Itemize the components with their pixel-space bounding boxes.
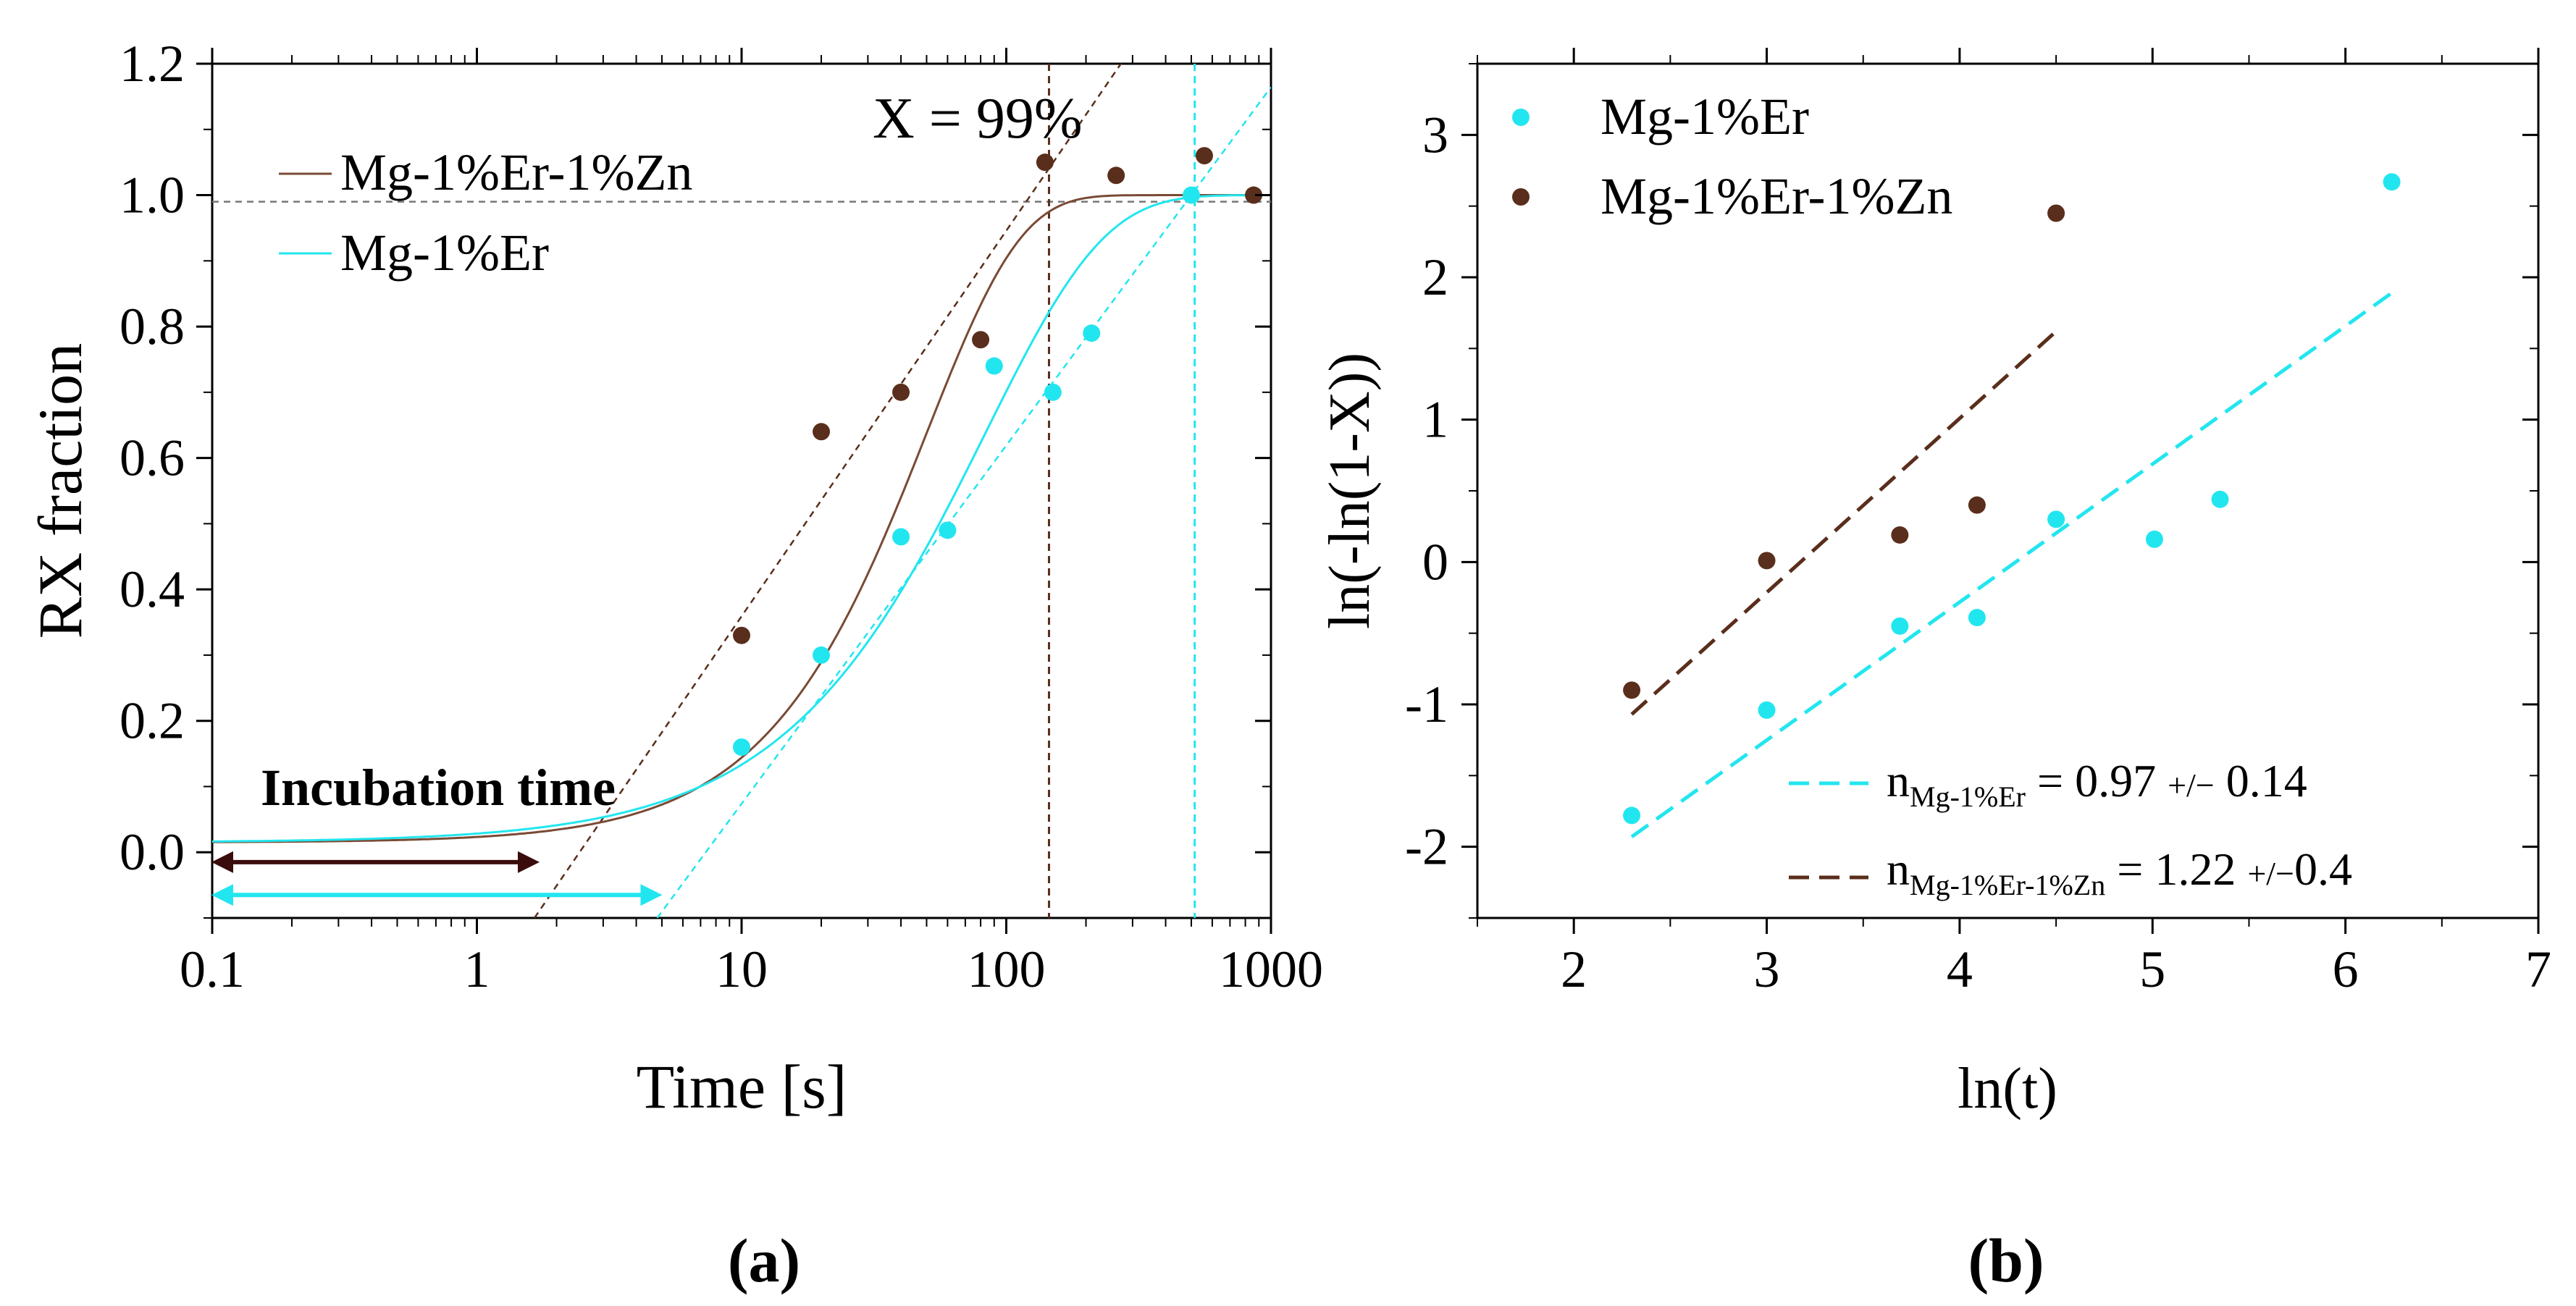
data-point-erzn: [813, 423, 831, 441]
fit-curve-erzn: [211, 194, 1271, 843]
data-point-er: [892, 528, 910, 546]
fit-legend: nMg-1%Er = 0.97 +/− 0.14 nMg-1%Er-1%Zn =…: [1789, 755, 2352, 901]
y-tick-label: 0.0: [119, 823, 185, 881]
y-tick-label: 0.8: [119, 298, 185, 355]
data-point-er: [1891, 617, 1909, 635]
panel-a-legend: Mg-1%Er-1%Zn Mg-1%Er: [279, 143, 692, 282]
x-tick-label: 0.1: [180, 940, 245, 998]
tangent-er: [656, 86, 1271, 918]
x-tick-label: 100: [968, 940, 1046, 998]
data-point-er: [813, 646, 831, 664]
data-point-er: [1623, 806, 1641, 825]
data-point-erzn: [1758, 552, 1776, 570]
data-point-erzn: [733, 626, 750, 644]
data-point-erzn: [972, 331, 990, 349]
incubation-label: Incubation time: [261, 759, 616, 817]
data-point-er: [1968, 609, 1986, 627]
y-tick-label: 0.4: [119, 560, 185, 618]
panel-b-xlabel: ln(t): [1958, 1057, 2057, 1121]
data-point-erzn: [1195, 147, 1213, 165]
panel-a-reference-lines: [212, 64, 1271, 918]
panel-a-ticks: 0.0 0.2 0.4 0.6 0.8 1.0 1.2 0.1 1 10 100 1000: [119, 35, 1323, 998]
fit-label-erzn-pm: +/−: [2247, 855, 2294, 892]
panel-a-annotations: [211, 851, 663, 906]
panel-a-ylabel: RX fraction: [25, 343, 95, 639]
data-point-erzn: [1245, 186, 1263, 204]
fit-label-er-err: 0.14: [2215, 755, 2307, 806]
data-point-er: [2211, 490, 2229, 508]
x-tick-label: 1000: [1219, 940, 1323, 998]
fit-label-erzn-sub: Mg-1%Er-1%Zn: [1910, 869, 2105, 901]
y-tick-label: 1.0: [119, 167, 185, 224]
data-point-erzn: [1036, 153, 1054, 172]
fit-label-erzn-n: n: [1887, 843, 1910, 895]
data-point-er: [1044, 383, 1062, 401]
y-tick-label: -2: [1405, 818, 1448, 876]
data-point-erzn: [892, 383, 910, 401]
x-tick-label: 5: [2139, 940, 2165, 998]
panel-b-label: (b): [1968, 1226, 2044, 1295]
panel-b-legend: Mg-1%Er Mg-1%Er-1%Zn: [1512, 88, 1952, 225]
panel-a-points: [733, 147, 1263, 756]
fit-label-er-pm: +/−: [2168, 767, 2215, 804]
x-tick-label: 1: [464, 940, 490, 998]
fit-curve-er: [212, 194, 1271, 843]
y-tick-label: 1: [1422, 391, 1448, 449]
y-tick-label: 0: [1422, 533, 1448, 591]
data-point-erzn: [1107, 167, 1125, 185]
data-point-er: [2047, 510, 2065, 528]
legend-label-er: Mg-1%Er: [340, 224, 549, 282]
x-tick-label: 10: [716, 940, 768, 998]
x-tick-label: 3: [1754, 940, 1780, 998]
legend-marker-er: [1512, 109, 1530, 126]
y-tick-label: 0.2: [119, 692, 185, 750]
data-point-er: [985, 357, 1003, 375]
panel-a-label: (a): [728, 1226, 800, 1295]
fit-label-erzn-err: 0.4: [2294, 843, 2352, 895]
panel-b: -2 -1 0 1 2 3 2 3 4 5 6 7 ln(-ln(1-X)) ln(t) (b) Mg…: [1318, 48, 2551, 1295]
legend-label-erzn: Mg-1%Er-1%Zn: [1600, 167, 1952, 225]
tangent-erzn: [533, 64, 1123, 918]
x-tick-label: 7: [2525, 940, 2551, 998]
legend-marker-erzn: [1512, 188, 1530, 206]
panel-a-fit-curves: [211, 194, 1271, 843]
data-point-erzn: [2047, 204, 2065, 222]
panel-a-xlabel: Time [s]: [637, 1052, 847, 1121]
fit-line-erzn: [1630, 329, 2057, 716]
y-tick-label: 0.6: [119, 429, 185, 487]
panel-b-ticks: -2 -1 0 1 2 3 2 3 4 5 6 7: [1405, 48, 2551, 998]
fit-label-er-sub: Mg-1%Er: [1910, 780, 2026, 813]
data-point-er: [1758, 701, 1776, 719]
panel-b-ylabel: ln(-ln(1-X)): [1318, 353, 1382, 629]
data-point-erzn: [1968, 496, 1986, 514]
x99-annotation: X = 99%: [873, 87, 1083, 151]
fit-line-er: [1630, 291, 2394, 838]
y-tick-label: 2: [1422, 248, 1448, 306]
legend-label-erzn: Mg-1%Er-1%Zn: [340, 143, 692, 201]
fit-label-erzn-eq: = 1.22: [2105, 843, 2247, 895]
x-tick-label: 6: [2333, 940, 2359, 998]
y-tick-label: -1: [1405, 675, 1448, 733]
panel-b-fit-lines: [1630, 291, 2394, 838]
data-point-er: [733, 738, 750, 756]
y-tick-label: 3: [1422, 106, 1448, 164]
legend-label-er: Mg-1%Er: [1600, 88, 1809, 146]
data-point-er: [939, 521, 957, 539]
data-point-erzn: [1891, 526, 1909, 544]
fit-label-erzn: nMg-1%Er-1%Zn = 1.22 +/−0.4: [1887, 843, 2352, 901]
panel-a: 0.0 0.2 0.4 0.6 0.8 1.0 1.2 0.1 1 10 100 1000 RX fr…: [25, 35, 1323, 1295]
data-point-er: [2145, 530, 2163, 548]
data-point-erzn: [1623, 681, 1641, 699]
fit-label-er: nMg-1%Er = 0.97 +/− 0.14: [1887, 755, 2307, 813]
data-point-er: [2383, 173, 2401, 191]
data-point-er: [1083, 324, 1101, 342]
x-tick-label: 4: [1947, 940, 1973, 998]
fit-label-er-n: n: [1887, 755, 1910, 806]
fit-label-er-eq: = 0.97: [2026, 755, 2168, 806]
y-tick-label: 1.2: [119, 35, 185, 93]
data-point-er: [1182, 186, 1200, 204]
panel-b-points: [1623, 173, 2401, 825]
x-tick-label: 2: [1561, 940, 1587, 998]
